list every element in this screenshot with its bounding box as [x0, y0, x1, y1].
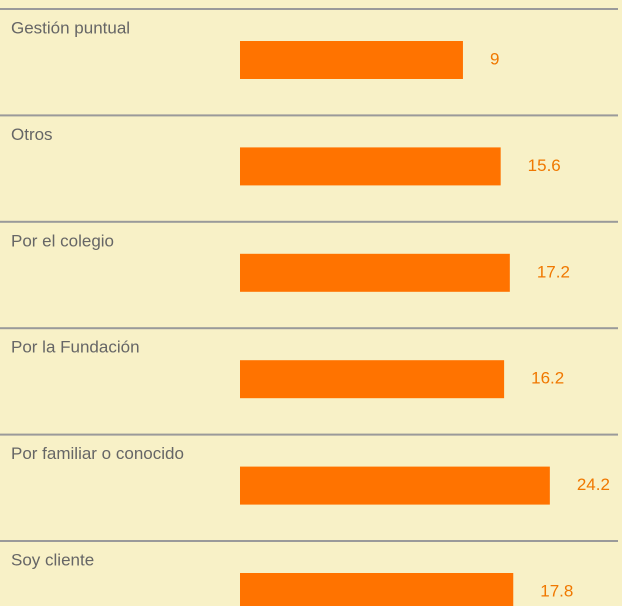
- category-label: Otros: [11, 125, 53, 144]
- bar: [240, 573, 514, 606]
- bar: [240, 253, 510, 292]
- bar: [240, 147, 501, 186]
- separator: [0, 433, 618, 436]
- bar: [240, 41, 463, 79]
- category-label: Por familiar o conocido: [11, 444, 184, 463]
- value-label: 16.2: [531, 369, 564, 388]
- bar: [240, 466, 550, 505]
- category-label: Por la Fundación: [11, 338, 140, 357]
- separator: [0, 8, 618, 10]
- separator: [0, 540, 618, 542]
- category-label: Soy cliente: [11, 550, 94, 569]
- category-label: Por el colegio: [11, 231, 114, 250]
- category-label: Gestión puntual: [11, 18, 130, 37]
- separator: [0, 114, 618, 117]
- value-label: 9: [490, 49, 499, 68]
- separator: [0, 327, 618, 330]
- value-label: 17.2: [537, 262, 570, 281]
- value-label: 17.8: [540, 581, 573, 600]
- value-label: 24.2: [577, 475, 610, 494]
- bar: [240, 360, 505, 399]
- value-label: 15.6: [528, 156, 561, 175]
- separator: [0, 220, 618, 223]
